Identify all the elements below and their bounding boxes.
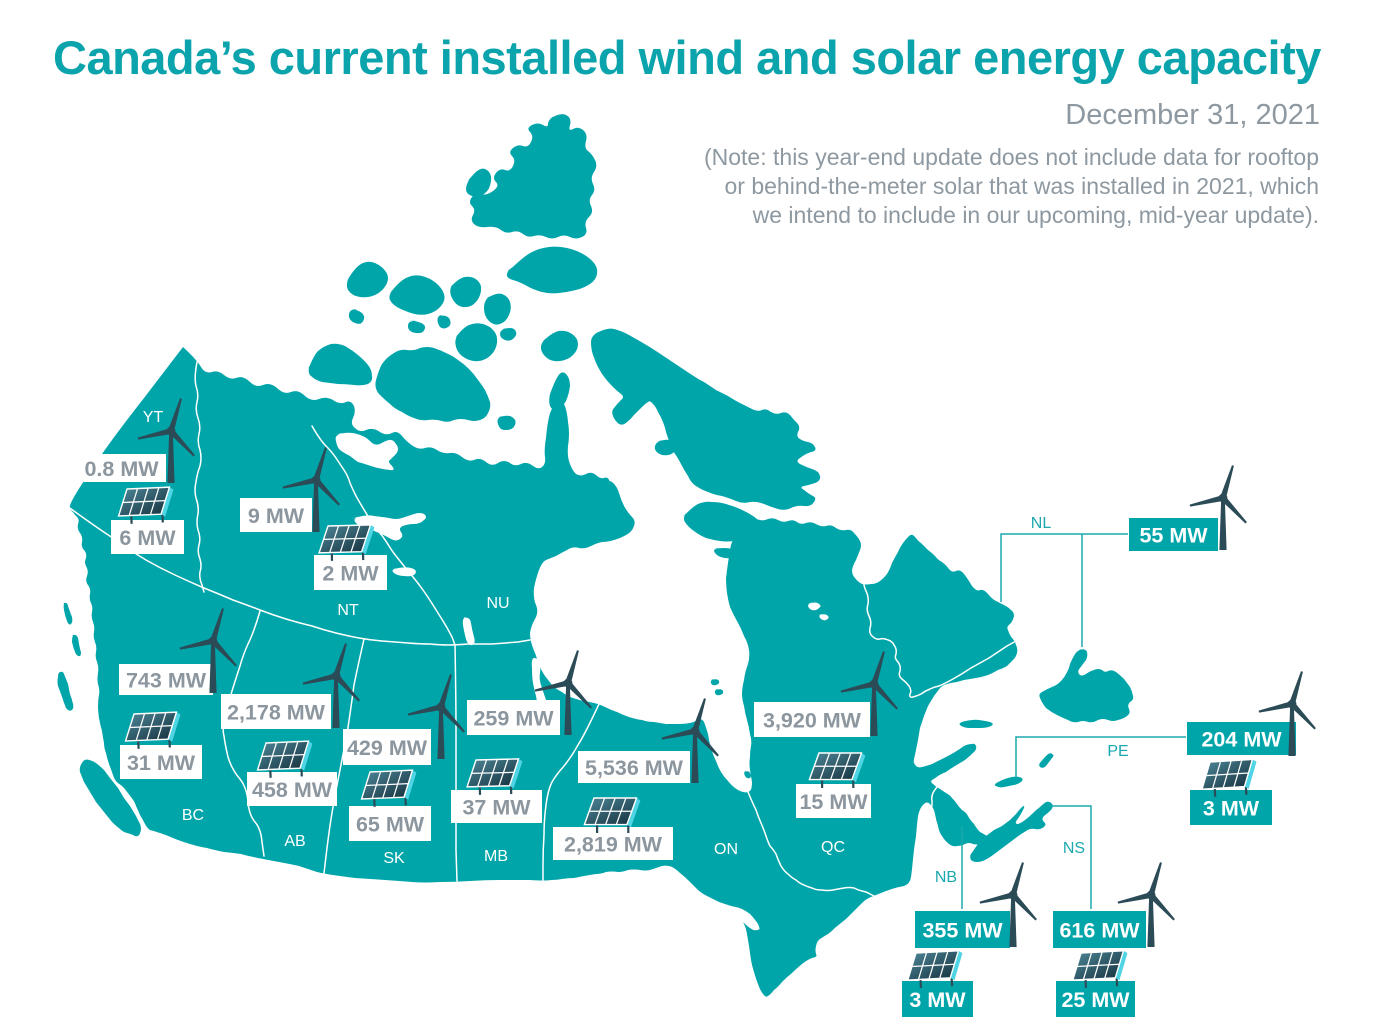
svg-text:9 MW: 9 MW	[248, 504, 305, 528]
svg-text:NS: NS	[1063, 840, 1085, 857]
svg-text:NU: NU	[486, 595, 509, 612]
svg-text:MB: MB	[484, 848, 508, 865]
svg-text:NT: NT	[337, 602, 359, 619]
svg-text:458 MW: 458 MW	[252, 778, 333, 802]
svg-text:ON: ON	[714, 841, 738, 858]
svg-text:65 MW: 65 MW	[356, 813, 425, 837]
svg-text:616 MW: 616 MW	[1059, 919, 1140, 943]
svg-text:SK: SK	[383, 850, 405, 867]
svg-text:0.8 MW: 0.8 MW	[84, 457, 159, 481]
svg-text:5,536 MW: 5,536 MW	[585, 756, 684, 780]
svg-text:QC: QC	[821, 839, 845, 856]
svg-text:204 MW: 204 MW	[1201, 728, 1282, 752]
svg-text:AB: AB	[284, 833, 305, 850]
svg-text:NL: NL	[1031, 515, 1052, 532]
svg-text:3 MW: 3 MW	[909, 988, 966, 1012]
svg-text:25 MW: 25 MW	[1061, 988, 1130, 1012]
svg-text:259 MW: 259 MW	[473, 707, 554, 731]
svg-text:6 MW: 6 MW	[119, 526, 176, 550]
svg-text:31 MW: 31 MW	[127, 751, 196, 775]
svg-text:37 MW: 37 MW	[462, 796, 531, 820]
svg-text:429 MW: 429 MW	[347, 736, 428, 760]
svg-text:743 MW: 743 MW	[126, 669, 207, 693]
svg-text:3,920 MW: 3,920 MW	[763, 709, 862, 733]
svg-text:2 MW: 2 MW	[322, 562, 379, 586]
svg-text:355 MW: 355 MW	[922, 919, 1003, 943]
svg-text:BC: BC	[182, 807, 204, 824]
svg-text:NB: NB	[935, 869, 957, 886]
svg-text:PE: PE	[1107, 743, 1128, 760]
svg-text:2,178 MW: 2,178 MW	[227, 701, 326, 725]
svg-text:YT: YT	[143, 409, 164, 426]
svg-text:15 MW: 15 MW	[799, 790, 868, 814]
svg-text:3 MW: 3 MW	[1203, 797, 1260, 821]
svg-text:55 MW: 55 MW	[1139, 524, 1208, 548]
svg-text:2,819 MW: 2,819 MW	[564, 833, 663, 857]
